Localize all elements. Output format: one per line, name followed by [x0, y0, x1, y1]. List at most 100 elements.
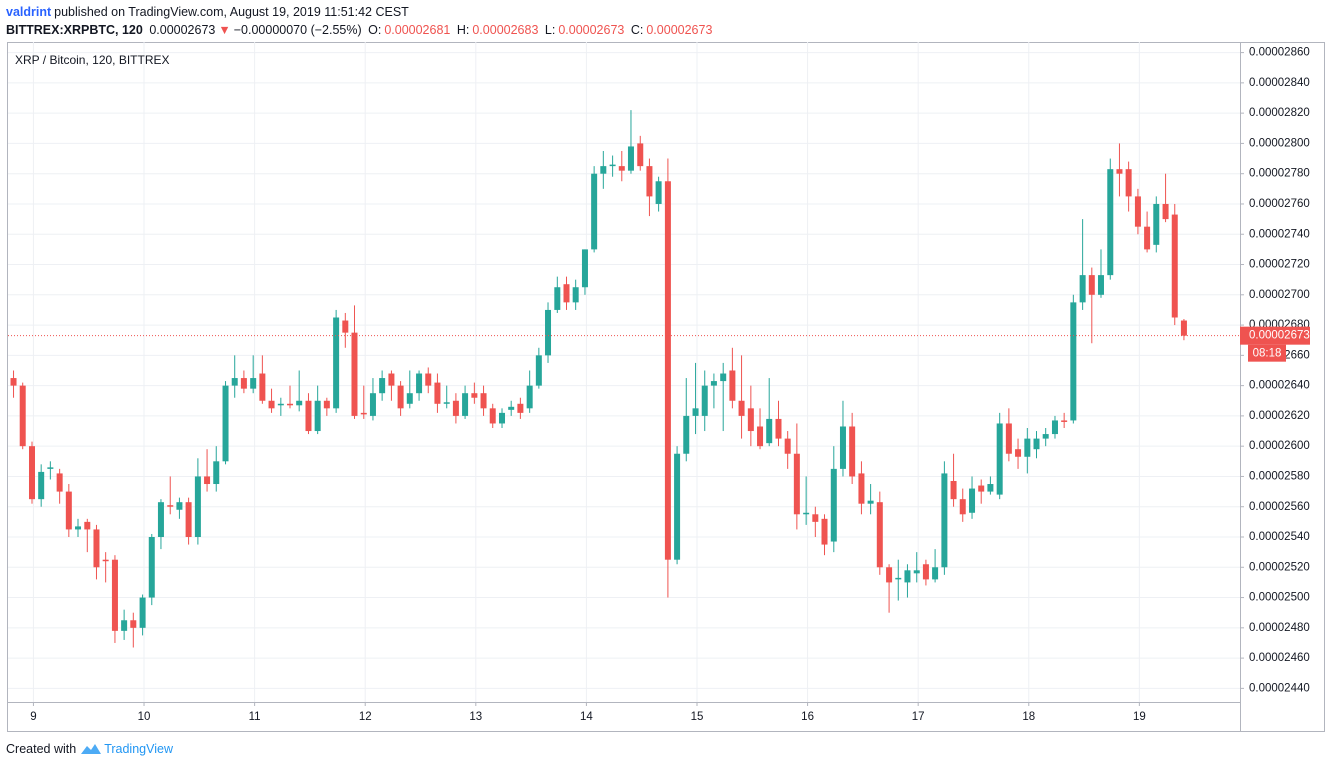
change: −0.00000070 (−2.55%): [233, 23, 362, 37]
candle-body: [176, 502, 183, 510]
candle-body: [1015, 449, 1022, 457]
candle-body: [342, 320, 349, 333]
candle-body: [480, 393, 487, 409]
y-tick-label: 0.00002740: [1249, 228, 1310, 240]
candle-body: [240, 378, 247, 389]
candle-body: [287, 403, 294, 406]
x-tick-label: 15: [691, 711, 704, 723]
x-tick-label: 16: [801, 711, 814, 723]
candle-body: [692, 408, 699, 416]
candle-body: [379, 378, 386, 394]
ohlc-value: 0.00002683: [472, 23, 539, 37]
y-tick-label: 0.00002700: [1249, 289, 1310, 301]
x-tick-label: 13: [469, 711, 482, 723]
ohlc-value: 0.00002681: [384, 23, 451, 37]
candle-body: [535, 355, 542, 386]
y-tick-label: 0.00002580: [1249, 470, 1310, 482]
candle-body: [581, 249, 588, 288]
candle-body: [157, 502, 164, 537]
candle-body: [38, 471, 45, 500]
candle-body: [102, 559, 109, 562]
candle-body: [1042, 434, 1049, 439]
candle-body: [314, 400, 321, 432]
candle-body: [858, 473, 865, 504]
candle-body: [683, 415, 690, 454]
candle-body: [978, 485, 985, 492]
candle-body: [443, 402, 450, 404]
candle-body: [250, 378, 257, 389]
candle-body: [111, 559, 118, 631]
candle-body: [886, 567, 893, 583]
candle-body: [397, 385, 404, 409]
candle-body: [93, 529, 100, 568]
ohlc-label: C:: [630, 23, 644, 37]
candle-body: [19, 385, 26, 447]
candle-body: [803, 512, 810, 515]
candle-body: [121, 620, 128, 631]
y-tick-label: 0.00002540: [1249, 531, 1310, 543]
candle-body: [222, 385, 229, 462]
last-price: 0.00002673: [149, 23, 216, 37]
y-tick-label: 0.00002560: [1249, 501, 1310, 513]
candle-body: [1180, 320, 1187, 336]
candle-body: [471, 393, 478, 398]
candle-body: [296, 400, 303, 406]
candle-body: [139, 597, 146, 628]
candle-body: [996, 423, 1003, 495]
candle-body: [627, 146, 634, 171]
y-tick-label: 0.00002840: [1249, 77, 1310, 89]
candle-body: [591, 173, 598, 250]
x-tick-label: 19: [1133, 711, 1146, 723]
candle-body: [738, 400, 745, 416]
last-price-label: 0.00002673: [1249, 330, 1310, 342]
candle-body: [10, 378, 17, 386]
candle-body: [388, 373, 395, 386]
candle-body: [959, 499, 966, 515]
publisher[interactable]: valdrint: [6, 5, 52, 19]
x-tick-label: 10: [138, 711, 151, 723]
candle-body: [1061, 420, 1068, 422]
change-arrow: ▼: [218, 23, 231, 37]
y-tick-label: 0.00002820: [1249, 107, 1310, 119]
candle-body: [821, 518, 828, 545]
candle-body: [867, 500, 874, 504]
candle-body: [1051, 420, 1058, 435]
candle-body: [1134, 196, 1141, 227]
candle-body: [839, 426, 846, 469]
y-tick-label: 0.00002860: [1249, 47, 1310, 59]
candle-body: [489, 408, 496, 424]
candle-body: [1079, 275, 1086, 303]
candle-body: [167, 505, 174, 507]
candle-body: [922, 564, 929, 580]
candle-body: [28, 446, 35, 500]
candle-body: [1144, 226, 1151, 250]
candle-body: [434, 382, 441, 404]
candle-body: [941, 473, 948, 568]
candle-body: [526, 385, 533, 409]
publish-line: valdrint published on TradingView.com, Au…: [6, 5, 412, 19]
y-tick-label: 0.00002520: [1249, 561, 1310, 573]
candle-body: [1153, 203, 1160, 245]
candle-body: [830, 468, 837, 542]
candle-body: [1005, 423, 1012, 454]
chart: XRP / Bitcoin, 120, BITTREX 0.00002440 0.…: [7, 42, 1325, 732]
candle-body: [1162, 203, 1169, 220]
countdown-tag: [1248, 344, 1286, 362]
candle-body: [148, 537, 155, 598]
candle-body: [517, 403, 524, 413]
candle-body: [600, 166, 607, 174]
candle-body: [185, 502, 192, 537]
x-tick-label: 17: [912, 711, 925, 723]
last-price-tag: [1240, 326, 1310, 345]
candle-body: [618, 166, 625, 171]
candle-body: [766, 418, 773, 444]
candle-body: [1033, 438, 1040, 450]
ohlc-label: O:: [368, 23, 382, 37]
candle-body: [213, 461, 220, 485]
candle-body: [775, 418, 782, 439]
candle-body: [849, 426, 856, 477]
candle-body: [231, 378, 238, 386]
candle-body: [545, 309, 552, 356]
y-tick-label: 0.00002620: [1249, 410, 1310, 422]
brand[interactable]: TradingView: [104, 742, 173, 756]
